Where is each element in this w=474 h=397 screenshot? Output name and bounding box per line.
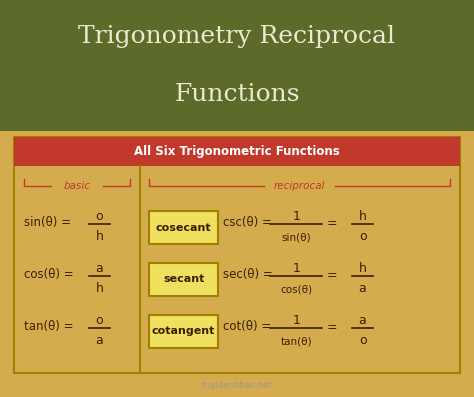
Text: 1: 1: [292, 314, 300, 327]
Text: cos(θ) =: cos(θ) =: [24, 268, 77, 281]
Text: o: o: [96, 314, 103, 327]
Text: reciprocal: reciprocal: [274, 181, 326, 191]
Text: 1: 1: [292, 210, 300, 223]
Text: sin(θ): sin(θ): [282, 233, 311, 243]
Text: cosecant: cosecant: [156, 223, 211, 233]
Bar: [14, 137, 460, 166]
Text: =: =: [327, 321, 337, 334]
Text: =: =: [327, 217, 337, 230]
FancyBboxPatch shape: [149, 315, 218, 348]
Text: a: a: [359, 314, 366, 327]
Text: o: o: [359, 230, 366, 243]
Text: Trigonometry Reciprocal: Trigonometry Reciprocal: [79, 25, 395, 48]
FancyBboxPatch shape: [149, 263, 218, 296]
Text: tan(θ) =: tan(θ) =: [24, 320, 77, 333]
Text: secant: secant: [163, 274, 204, 285]
Bar: [0, 0, 474, 131]
Text: All Six Trigonometric Functions: All Six Trigonometric Functions: [134, 145, 340, 158]
Text: Functions: Functions: [174, 83, 300, 106]
Text: cos(θ): cos(θ): [280, 284, 312, 295]
Text: cotangent: cotangent: [152, 326, 215, 336]
Text: tan(θ): tan(θ): [281, 336, 312, 346]
Text: csc(θ) =: csc(θ) =: [223, 216, 275, 229]
Bar: [14, 137, 460, 373]
Text: a: a: [96, 262, 103, 275]
Text: basic: basic: [64, 181, 91, 191]
Text: =: =: [327, 269, 337, 282]
Text: h: h: [359, 210, 366, 223]
Text: sin(θ) =: sin(θ) =: [24, 216, 74, 229]
Text: cot(θ) =: cot(θ) =: [223, 320, 275, 333]
Text: h: h: [96, 282, 103, 295]
Text: 1: 1: [292, 262, 300, 275]
Text: o: o: [359, 334, 366, 347]
Text: h: h: [359, 262, 366, 275]
Text: a: a: [359, 282, 366, 295]
Text: o: o: [96, 210, 103, 223]
Text: sec(θ) =: sec(θ) =: [223, 268, 276, 281]
Text: a: a: [96, 334, 103, 347]
Text: h: h: [96, 230, 103, 243]
FancyBboxPatch shape: [149, 211, 218, 244]
Text: trigidentities.net: trigidentities.net: [202, 381, 272, 389]
